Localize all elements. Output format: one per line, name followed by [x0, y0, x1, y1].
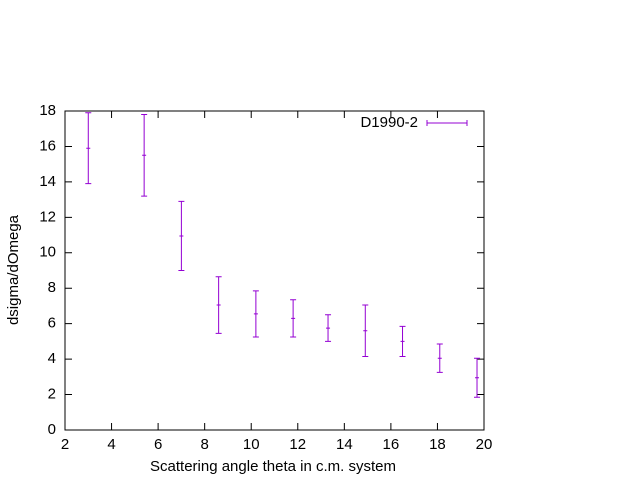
x-tick-label: 16	[383, 436, 400, 453]
y-tick-label: 2	[48, 386, 56, 403]
x-tick-label: 4	[107, 436, 115, 453]
x-tick-label: 2	[61, 436, 69, 453]
y-tick-label: 0	[48, 421, 56, 438]
x-tick-label: 20	[476, 436, 493, 453]
legend-swatch	[426, 120, 468, 126]
y-tick-label: 18	[39, 102, 56, 119]
legend-label: D1990-2	[360, 114, 418, 131]
error-bar	[141, 114, 148, 197]
y-tick-label: 12	[39, 208, 56, 225]
error-bar	[362, 304, 369, 357]
error-bar	[474, 357, 481, 398]
error-bar	[252, 290, 259, 338]
x-tick-label: 8	[200, 436, 208, 453]
error-bar	[85, 112, 92, 185]
y-tick-label: 10	[39, 244, 56, 261]
y-tick-label: 16	[39, 137, 56, 154]
error-bar	[399, 325, 406, 357]
x-tick-label: 14	[336, 436, 353, 453]
x-tick-label: 10	[243, 436, 260, 453]
x-tick-label: 12	[289, 436, 306, 453]
y-tick-label: 6	[48, 315, 56, 332]
error-bar	[325, 314, 332, 342]
error-bar	[215, 276, 222, 334]
x-axis-label: Scattering angle theta in c.m. system	[150, 458, 396, 475]
y-tick-label: 4	[48, 350, 56, 367]
error-bar	[436, 343, 443, 373]
error-bar	[178, 200, 185, 271]
y-axis-label: dsigma/dOmega	[5, 214, 22, 325]
y-tick-label: 8	[48, 279, 56, 296]
error-bar	[290, 299, 297, 338]
plot-frame	[64, 110, 485, 431]
y-tick-label: 14	[39, 173, 56, 190]
x-tick-label: 18	[429, 436, 446, 453]
x-tick-label: 6	[154, 436, 162, 453]
